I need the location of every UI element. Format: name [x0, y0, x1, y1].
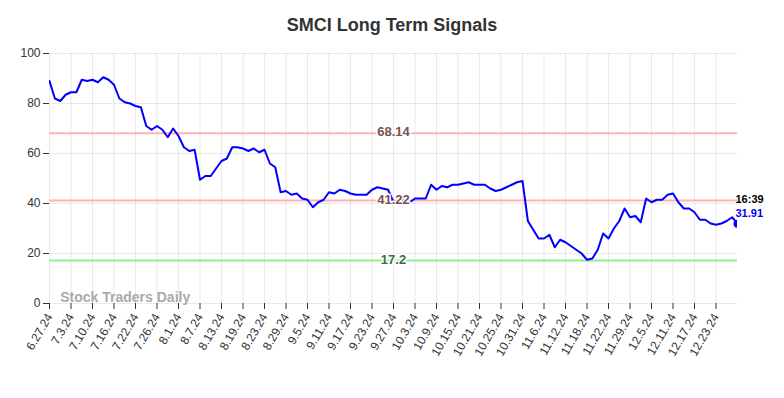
svg-text:8.19.24: 8.19.24 [216, 310, 249, 353]
svg-text:60: 60 [27, 146, 41, 160]
svg-text:7.10.24: 7.10.24 [66, 310, 99, 353]
svg-text:12.11.24: 12.11.24 [643, 310, 679, 358]
svg-text:11.18.24: 11.18.24 [557, 310, 593, 358]
svg-text:12.23.24: 12.23.24 [686, 311, 722, 359]
svg-text:68.14: 68.14 [377, 124, 410, 139]
svg-text:9.5.24: 9.5.24 [284, 310, 314, 347]
svg-text:8.7.24: 8.7.24 [177, 310, 206, 347]
svg-text:10.31.24: 10.31.24 [492, 310, 529, 359]
svg-text:11.22.24: 11.22.24 [579, 310, 615, 358]
svg-text:17.2: 17.2 [381, 252, 406, 267]
svg-text:7.3.24: 7.3.24 [48, 310, 77, 347]
svg-text:11.6.24: 11.6.24 [518, 310, 550, 352]
svg-text:31.91: 31.91 [736, 207, 764, 219]
svg-text:9.23.24: 9.23.24 [345, 310, 378, 353]
svg-text:8.1.24: 8.1.24 [155, 310, 185, 347]
svg-text:10.3.24: 10.3.24 [388, 310, 421, 353]
svg-text:8.29.24: 8.29.24 [260, 311, 292, 353]
html-text:SMCI Long Term Signals: SMCI Long Term Signals [286, 15, 498, 35]
svg-text:9.17.24: 9.17.24 [324, 310, 357, 353]
svg-text:41.22: 41.22 [377, 192, 410, 207]
svg-text:11.29.24: 11.29.24 [600, 310, 636, 358]
svg-text:9.27.24: 9.27.24 [367, 310, 400, 353]
svg-text:12.17.24: 12.17.24 [664, 310, 701, 359]
svg-text:10.9.24: 10.9.24 [410, 310, 443, 353]
svg-text:6.27.24: 6.27.24 [23, 311, 55, 353]
svg-text:8.13.24: 8.13.24 [195, 310, 228, 353]
svg-text:12.5.24: 12.5.24 [625, 310, 658, 353]
svg-text:16:39: 16:39 [736, 193, 764, 205]
svg-text:Stock Traders Daily: Stock Traders Daily [60, 289, 190, 305]
svg-text:7.22.24: 7.22.24 [109, 310, 142, 353]
svg-text:7.26.24: 7.26.24 [131, 311, 163, 353]
svg-text:0: 0 [34, 296, 41, 310]
svg-text:10.21.24: 10.21.24 [449, 310, 486, 359]
svg-text:9.11.24: 9.11.24 [303, 310, 335, 352]
svg-text:40: 40 [27, 196, 41, 210]
svg-text:10.25.24: 10.25.24 [471, 310, 507, 359]
svg-text:10.15.24: 10.15.24 [428, 310, 464, 359]
svg-text:20: 20 [27, 246, 41, 260]
svg-text:11.12.24: 11.12.24 [536, 310, 572, 358]
svg-text:100: 100 [20, 46, 40, 60]
svg-text:8.23.24: 8.23.24 [238, 310, 271, 353]
svg-text:80: 80 [27, 96, 41, 110]
svg-text:7.16.24: 7.16.24 [87, 310, 120, 353]
